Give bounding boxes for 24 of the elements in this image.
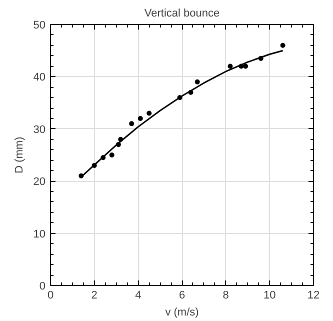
x-tick-label: 8: [222, 290, 229, 302]
x-tick-label: 4: [135, 290, 142, 302]
point: [138, 116, 143, 121]
y-tick-label: 30: [33, 124, 46, 136]
x-tick-label: 12: [307, 290, 320, 302]
y-tick-label: 0: [39, 280, 46, 292]
point: [243, 64, 248, 69]
y-tick-label: 10: [33, 228, 46, 240]
point: [194, 79, 200, 84]
x-tick-label: 10: [264, 290, 276, 302]
y-tick-label: 40: [33, 72, 46, 84]
point: [280, 42, 286, 48]
point: [109, 152, 114, 158]
x-tick-label: 6: [178, 290, 186, 302]
y-tick-label: 20: [33, 176, 46, 188]
point: [129, 121, 134, 126]
x-tick-label: 0: [47, 290, 54, 302]
chart-title: Vertical bounce: [144, 8, 220, 20]
y-tick-label: 50: [33, 20, 46, 32]
y-axis-title: D (mm): [13, 136, 26, 174]
x-axis-title: v (m/s): [165, 306, 199, 318]
x-tick-label: 2: [91, 290, 98, 302]
point: [146, 110, 152, 116]
point: [228, 64, 233, 69]
